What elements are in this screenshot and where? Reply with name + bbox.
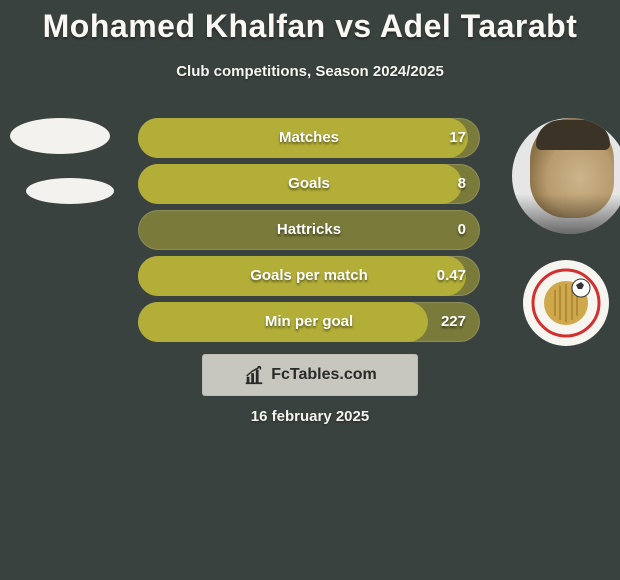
page-title: Mohamed Khalfan vs Adel Taarabt (0, 0, 620, 45)
page-subtitle: Club competitions, Season 2024/2025 (0, 63, 620, 80)
stat-row: Matches17 (138, 118, 480, 158)
stat-row: Goals8 (138, 164, 480, 204)
bar-chart-icon (243, 364, 265, 386)
stat-label: Matches (138, 118, 480, 158)
stat-label: Goals per match (138, 256, 480, 296)
stat-row: Min per goal227 (138, 302, 480, 342)
player-right-avatar (512, 118, 620, 234)
player-right-club-badge (523, 260, 609, 346)
brand-watermark: FcTables.com (202, 354, 418, 396)
stat-label: Min per goal (138, 302, 480, 342)
brand-text: FcTables.com (271, 366, 377, 384)
stat-label: Hattricks (138, 210, 480, 250)
player-left-avatar (10, 118, 110, 154)
stat-row: Goals per match0.47 (138, 256, 480, 296)
stat-label: Goals (138, 164, 480, 204)
stat-value: 8 (458, 164, 466, 204)
player-left-club-badge (26, 178, 114, 204)
stat-value: 17 (449, 118, 466, 158)
stat-value: 0.47 (437, 256, 466, 296)
stats-bars: Matches17 Goals8 Hattricks0 Goals per match… (138, 118, 480, 348)
date-label: 16 february 2025 (0, 408, 620, 425)
stat-value: 227 (441, 302, 466, 342)
club-badge-icon (531, 268, 601, 338)
stat-row: Hattricks0 (138, 210, 480, 250)
stat-value: 0 (458, 210, 466, 250)
